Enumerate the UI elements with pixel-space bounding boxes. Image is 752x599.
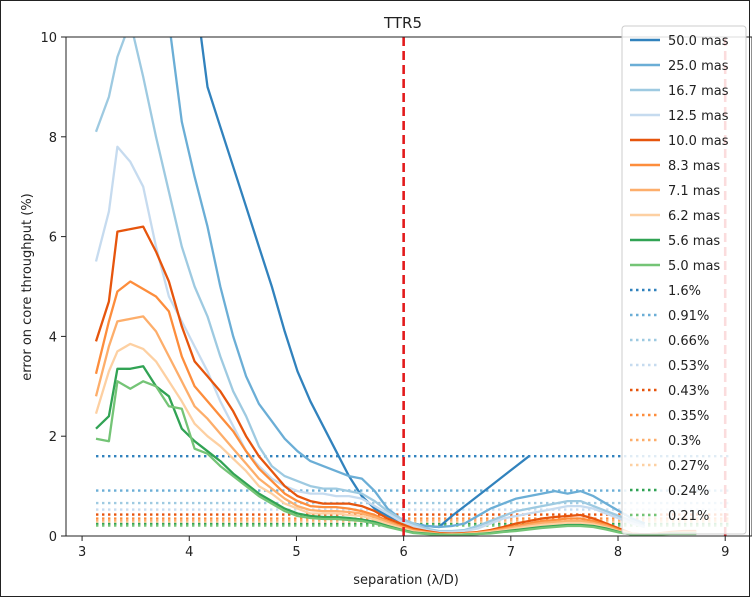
x-tick-label: 8 <box>614 545 622 560</box>
series-line <box>94 145 646 534</box>
legend-label: 0.27% <box>668 459 709 474</box>
legend-box <box>621 25 747 535</box>
series-line <box>94 225 697 536</box>
legend-label: 10.0 mas <box>668 134 729 149</box>
legend-label: 7.1 mas <box>668 184 720 199</box>
y-tick-label: 10 <box>40 31 57 46</box>
legend-label: 0.66% <box>668 334 709 349</box>
y-axis-label: error on core throughput (%) <box>20 193 35 381</box>
legend-label: 0.3% <box>668 434 701 449</box>
legend-label: 16.7 mas <box>668 84 729 99</box>
legend: 50.0 mas 25.0 mas 16.7 mas 12.5 mas 10.0 mas… <box>621 25 747 535</box>
x-tick-label: 4 <box>185 545 193 560</box>
axes: 3 4 5 6 7 8 9 0 2 4 6 8 10 <box>40 31 752 560</box>
legend-label: 0.43% <box>668 384 709 399</box>
axes-frame <box>65 36 752 537</box>
series-line <box>94 342 697 536</box>
legend-label: 5.0 mas <box>668 259 720 274</box>
legend-label: 25.0 mas <box>668 59 729 74</box>
legend-label: 0.21% <box>668 509 709 524</box>
x-tick-label: 5 <box>292 545 300 560</box>
y-tick-label: 2 <box>49 430 57 445</box>
legend-label: 0.35% <box>668 409 709 424</box>
legend-label: 1.6% <box>668 284 701 299</box>
x-tick-label: 9 <box>721 545 729 560</box>
series-line <box>94 315 697 536</box>
legend-label: 8.3 mas <box>668 159 720 174</box>
legend-label: 6.2 mas <box>668 209 720 224</box>
y-tick-label: 4 <box>49 330 57 345</box>
x-tick-label: 3 <box>78 545 86 560</box>
chart-title: TTR5 <box>383 14 422 32</box>
legend-label: 0.24% <box>668 484 709 499</box>
legend-label: 12.5 mas <box>668 109 729 124</box>
legend-label: 0.53% <box>668 359 709 374</box>
y-tick-label: 6 <box>49 231 57 246</box>
x-tick-label: 6 <box>400 545 408 560</box>
y-tick-label: 8 <box>49 131 57 146</box>
legend-label: 5.6 mas <box>668 234 720 249</box>
x-tick-label: 7 <box>507 545 515 560</box>
legend-label: 0.91% <box>668 309 709 324</box>
series-line <box>199 37 530 529</box>
y-tick-label: 0 <box>49 530 57 545</box>
x-axis-label: separation (λ/D) <box>353 573 459 588</box>
series-line <box>169 37 646 529</box>
series-line <box>95 380 697 536</box>
series-line <box>94 37 646 533</box>
legend-label: 50.0 mas <box>668 34 729 49</box>
